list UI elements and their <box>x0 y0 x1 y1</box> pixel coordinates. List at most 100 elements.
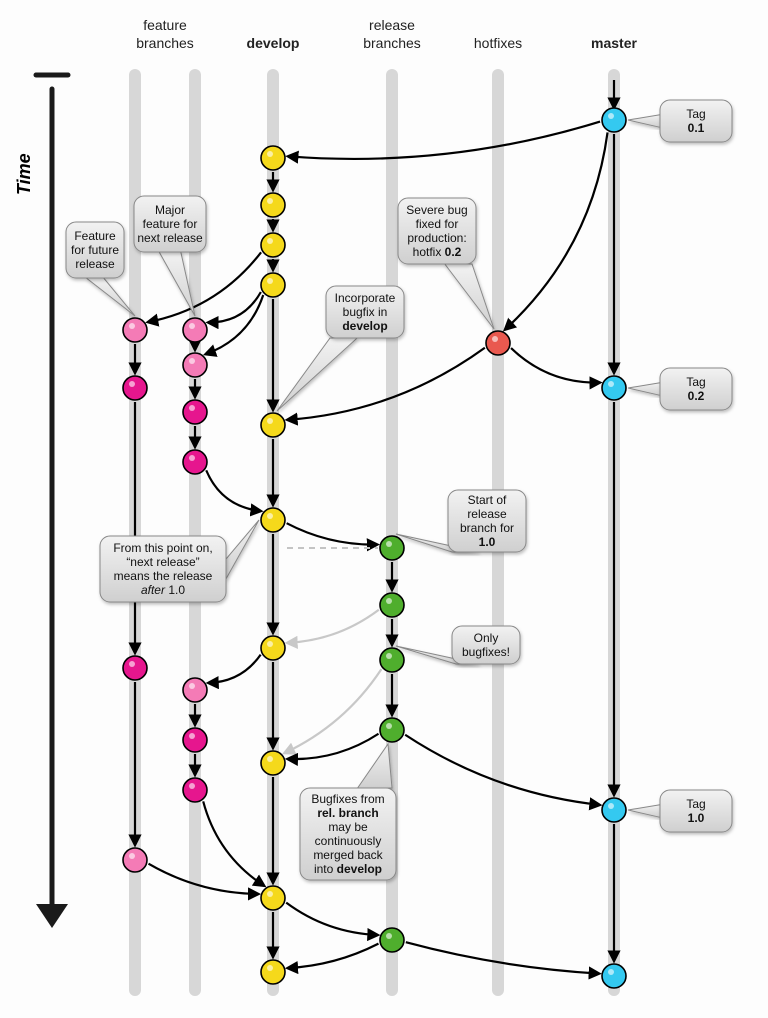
commit-fb0-hl <box>189 323 195 329</box>
callout-start-release: Start ofreleasebranch for1.0 <box>396 490 526 552</box>
callout-text-merge-back-5: into develop <box>314 862 382 876</box>
callout-tail-hotfix-note <box>445 264 494 329</box>
gitflow-diagram: featurebranchesdevelopreleasebrancheshot… <box>0 0 768 1018</box>
callout-text-from-point-1: “next release” <box>126 555 199 569</box>
commit-fb5-hl <box>189 733 195 739</box>
callout-feature-future: Featurefor futurerelease <box>66 222 135 316</box>
commit-r2-hl <box>386 653 392 659</box>
commit-m1-hl <box>608 381 614 387</box>
callout-text-hotfix-note-2: production: <box>407 231 466 245</box>
edge-d5-r0 <box>287 523 378 544</box>
commit-fa2-hl <box>129 661 135 667</box>
col-label-master-2: master <box>591 35 637 51</box>
col-label-feature: feature <box>143 17 187 33</box>
callout-text-start-release-3: 1.0 <box>479 535 496 549</box>
callout-text-start-release-2: branch for <box>460 521 514 535</box>
commit-d1-hl <box>267 198 273 204</box>
commit-fb1-hl <box>189 358 195 364</box>
callout-tail-tag-01 <box>628 115 660 128</box>
commit-r3-hl <box>386 723 392 729</box>
commit-d7 <box>261 751 285 775</box>
commit-fb3 <box>183 450 207 474</box>
commit-m2 <box>602 798 626 822</box>
commit-d0 <box>261 146 285 170</box>
callout-text-incorporate-0: Incorporate <box>335 291 396 305</box>
callout-text-merge-back-4: merged back <box>313 848 383 862</box>
edge-fb3-d5 <box>206 470 261 511</box>
commit-m2-hl <box>608 803 614 809</box>
commit-d5 <box>261 508 285 532</box>
callout-text-merge-back-3: continuously <box>315 834 382 848</box>
callout-tag-01: Tag0.1 <box>628 100 732 142</box>
edge-r1-d6 <box>287 610 379 643</box>
commit-r2 <box>380 648 404 672</box>
edge-r3-d7 <box>287 734 378 759</box>
edge-r4-d9 <box>287 944 378 968</box>
callout-tail-from-point <box>226 520 259 579</box>
callout-text-feature-future-2: release <box>75 257 115 271</box>
commit-fa2 <box>123 656 147 680</box>
callout-text-tag-10-0: Tag <box>686 797 705 811</box>
callout-text-tag-01-1: 0.1 <box>688 121 705 135</box>
callout-hotfix-note: Severe bugfixed forproduction:hotfix 0.2 <box>398 198 494 329</box>
commit-fa0-hl <box>129 323 135 329</box>
commit-d4-hl <box>267 418 273 424</box>
callout-text-feature-future-0: Feature <box>74 229 116 243</box>
commit-d3-hl <box>267 278 273 284</box>
edge-fb6-d8 <box>203 801 264 885</box>
commit-fb0 <box>183 318 207 342</box>
commit-fa1-hl <box>129 381 135 387</box>
edge-m0-h0 <box>505 132 608 329</box>
callout-tag-02: Tag0.2 <box>628 368 732 410</box>
callout-text-hotfix-note-1: fixed for <box>416 217 459 231</box>
commit-r1 <box>380 593 404 617</box>
callout-text-incorporate-1: bugfix in <box>343 305 388 319</box>
commit-fb1 <box>183 353 207 377</box>
commit-h0-hl <box>492 336 498 342</box>
callout-only-bugfixes: Onlybugfixes! <box>396 626 520 664</box>
callout-text-tag-02-1: 0.2 <box>688 389 705 403</box>
col-label-develop-2: develop <box>247 35 300 51</box>
commit-d6-hl <box>267 641 273 647</box>
callout-text-merge-back-1: rel. branch <box>317 806 378 820</box>
edge-d8-r4 <box>286 903 378 935</box>
callout-text-merge-back-2: may be <box>328 820 368 834</box>
commit-d5-hl <box>267 513 273 519</box>
commit-r3 <box>380 718 404 742</box>
edge-h0-m1 <box>511 348 600 383</box>
commit-m3-hl <box>608 969 614 975</box>
time-label: Time <box>14 153 34 195</box>
commit-d1 <box>261 193 285 217</box>
col-label-feature2: branches <box>136 35 194 51</box>
commit-d2-hl <box>267 238 273 244</box>
callout-text-only-bugfixes-1: bugfixes! <box>462 645 510 659</box>
commit-fa1 <box>123 376 147 400</box>
commit-r0 <box>380 536 404 560</box>
commit-fb3-hl <box>189 455 195 461</box>
commit-m0 <box>602 108 626 132</box>
commit-m3 <box>602 964 626 988</box>
edge-d3-fb1 <box>205 295 263 354</box>
callout-text-only-bugfixes-0: Only <box>474 631 499 645</box>
commit-h0 <box>486 331 510 355</box>
callout-text-feature-next-0: Major <box>155 203 185 217</box>
callout-tail-tag-10 <box>628 805 660 818</box>
callout-text-tag-01-0: Tag <box>686 107 705 121</box>
callout-merge-back: Bugfixes fromrel. branchmay becontinuous… <box>300 744 396 880</box>
commit-d2 <box>261 233 285 257</box>
commit-fb6 <box>183 778 207 802</box>
commit-r4-hl <box>386 933 392 939</box>
callout-tail-incorporate <box>277 338 357 411</box>
callout-from-point: From this point on,“next release”means t… <box>100 520 259 602</box>
callout-text-tag-02-0: Tag <box>686 375 705 389</box>
callout-text-merge-back-0: Bugfixes from <box>311 792 384 806</box>
commit-d8-hl <box>267 891 273 897</box>
commit-d9 <box>261 960 285 984</box>
commit-fa0 <box>123 318 147 342</box>
commit-fb4 <box>183 678 207 702</box>
callout-tag-10: Tag1.0 <box>628 790 732 832</box>
commit-m1 <box>602 376 626 400</box>
callout-incorporate: Incorporatebugfix indevelop <box>277 286 404 411</box>
callout-text-from-point-0: From this point on, <box>113 541 212 555</box>
commit-r0-hl <box>386 541 392 547</box>
